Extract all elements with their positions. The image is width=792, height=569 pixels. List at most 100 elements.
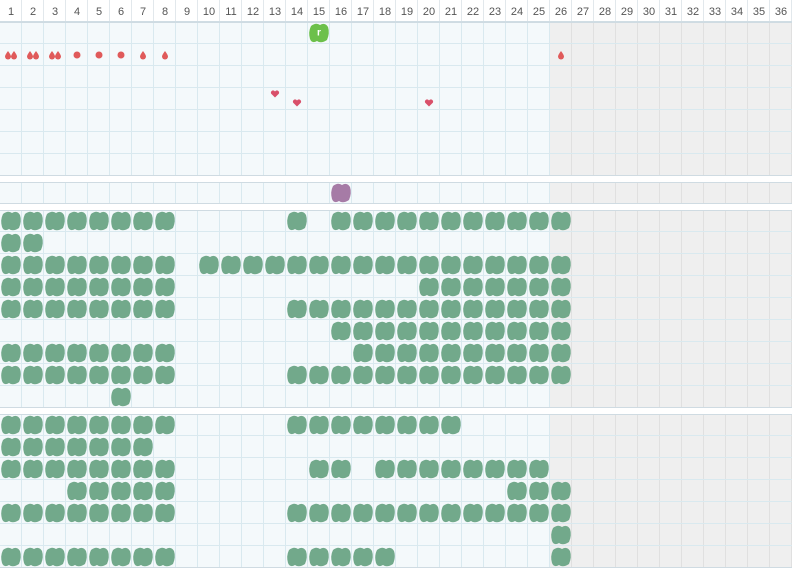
event-blob [353,299,373,319]
event-blob [353,415,373,435]
column-label: 20 [423,6,435,18]
column-label: 33 [709,6,721,18]
event-blob [507,481,527,501]
event-blob [441,343,461,363]
event-blob [23,343,43,363]
shaded-bg [550,182,792,204]
event-blob [111,503,131,523]
event-blob [111,255,131,275]
event-blob [67,503,87,523]
column-label: 28 [599,6,611,18]
event-blob [375,299,395,319]
event-blob [331,365,351,385]
event-blob [111,387,131,407]
event-blob [551,547,571,567]
event-blob [1,459,21,479]
event-blob [89,437,109,457]
event-blob [551,277,571,297]
event-blob [309,547,329,567]
event-blob [89,277,109,297]
event-blob [375,321,395,341]
event-blob [375,343,395,363]
event-blob [155,459,175,479]
column-label: 3 [52,6,58,18]
event-blob [551,343,571,363]
event-blob [133,459,153,479]
column-label: 5 [96,6,102,18]
event-blob [89,547,109,567]
event-blob [331,299,351,319]
event-blob [485,255,505,275]
event-blob [463,343,483,363]
event-blob [1,211,21,231]
event-blob [331,459,351,479]
event-blob [45,255,65,275]
column-label: 6 [118,6,124,18]
event-blob [23,547,43,567]
event-blob [111,459,131,479]
event-blob [397,415,417,435]
event-blob [287,503,307,523]
event-blob [397,503,417,523]
event-blob [1,343,21,363]
event-blob [67,415,87,435]
event-blob [45,459,65,479]
column-label: 29 [621,6,633,18]
event-blob [133,299,153,319]
shaded-bg [550,210,792,408]
event-blob [419,459,439,479]
event-blob [67,255,87,275]
event-blob [529,343,549,363]
heart [270,90,280,98]
event-blob [507,299,527,319]
event-blob [1,547,21,567]
event-blob [397,343,417,363]
shaded-bg [550,22,792,176]
column-label: 4 [74,6,80,18]
event-blob [441,365,461,385]
column-label: 26 [555,6,567,18]
event-blob [89,503,109,523]
event-blob [287,365,307,385]
event-blob [419,503,439,523]
event-blob [133,365,153,385]
event-blob [67,459,87,479]
event-blob [529,277,549,297]
event-blob [89,343,109,363]
event-blob [331,503,351,523]
event-blob [551,365,571,385]
event-blob [463,255,483,275]
event-blob [375,415,395,435]
event-blob [111,211,131,231]
event-blob [507,343,527,363]
event-blob [419,321,439,341]
event-blob [155,343,175,363]
event-blob [155,277,175,297]
event-blob [45,277,65,297]
event-blob [375,365,395,385]
event-blob [23,503,43,523]
event-blob [243,255,263,275]
event-blob [67,299,87,319]
event-blob [419,277,439,297]
event-blob [485,365,505,385]
event-blob [155,211,175,231]
event-blob [67,437,87,457]
event-blob [397,299,417,319]
column-label: 14 [291,6,303,18]
event-blob [441,277,461,297]
column-label: 2 [30,6,36,18]
event-blob [353,503,373,523]
event-blob [463,365,483,385]
event-blob [155,255,175,275]
dot-marker [117,51,125,59]
drop-marker [140,51,146,60]
event-blob [463,277,483,297]
column-label: 22 [467,6,479,18]
event-blob [133,415,153,435]
event-blob [529,503,549,523]
event-blob [551,211,571,231]
event-blob [67,547,87,567]
event-blob [507,321,527,341]
